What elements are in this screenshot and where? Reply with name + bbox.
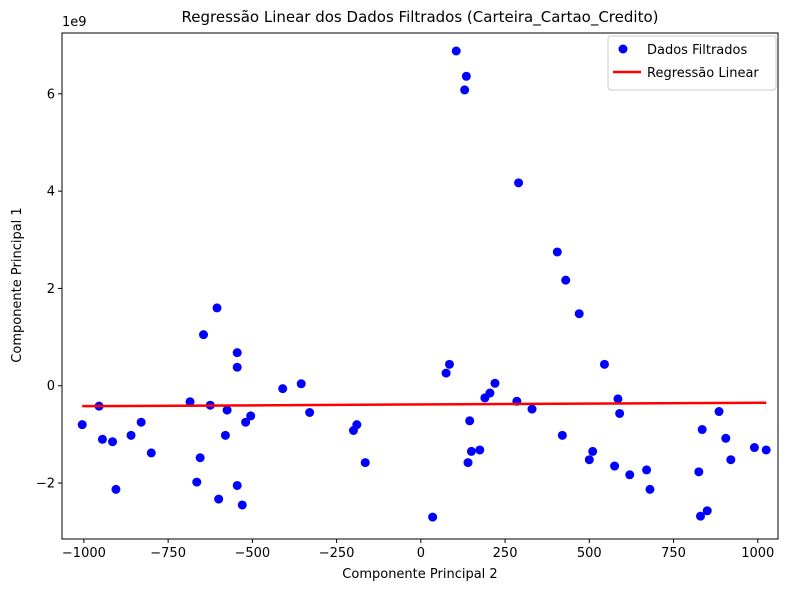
y-axis-label: Componente Principal 1 (10, 207, 25, 362)
scatter-point (694, 467, 704, 477)
chart-title: Regressão Linear dos Dados Filtrados (Ca… (182, 8, 659, 27)
scatter-point (108, 437, 118, 447)
scatter-point (246, 411, 256, 421)
scatter-point (761, 445, 771, 455)
scatter-point (615, 408, 625, 418)
scatter-point (645, 484, 655, 494)
data-marks (77, 46, 771, 522)
x-tick-label: 500 (577, 546, 602, 561)
scatter-point (199, 330, 209, 340)
scatter-point (514, 178, 524, 188)
scatter-point (220, 430, 230, 440)
x-tick-label: 250 (493, 546, 518, 561)
scatter-point (232, 348, 242, 358)
scatter-point (278, 384, 288, 394)
scatter-point (192, 477, 202, 487)
x-tick-label: −750 (150, 546, 186, 561)
y-tick-label: 0 (47, 379, 55, 394)
y-tick-label: 2 (47, 282, 55, 297)
scatter-point (463, 458, 473, 468)
scatter-point (185, 397, 195, 407)
legend-box (607, 35, 777, 91)
scatter-point (360, 458, 370, 468)
y-tick-label: 4 (47, 185, 55, 200)
x-axis-label: Componente Principal 2 (342, 567, 497, 582)
x-tick-label: −1000 (62, 546, 106, 561)
x-tick-label: 0 (417, 546, 425, 561)
scatter-point (613, 394, 623, 404)
x-tick-label: 750 (661, 546, 686, 561)
scatter-point (588, 446, 598, 456)
scatter-point (77, 420, 87, 430)
scatter-point (212, 303, 222, 313)
scatter-point (726, 455, 736, 465)
scatter-point (721, 433, 731, 443)
scatter-point (642, 465, 652, 475)
scatter-point (466, 446, 476, 456)
scatter-point (697, 425, 707, 435)
legend-marker-scatter (618, 44, 628, 54)
scatter-point (485, 388, 495, 398)
scatter-point (441, 368, 451, 378)
legend-label-scatter: Dados Filtrados (647, 43, 747, 58)
scatter-point (428, 512, 438, 522)
scatter-point (490, 378, 500, 388)
legend: Dados Filtrados Regressão Linear (607, 35, 777, 91)
regression-line (82, 401, 767, 408)
scatter-point (557, 430, 567, 440)
scatter-point (232, 480, 242, 490)
scatter-point (305, 408, 315, 417)
scatter-point (241, 417, 251, 427)
scatter-point (475, 445, 485, 455)
scatter-point (625, 470, 635, 480)
scatter-point (214, 494, 224, 504)
scatter-point (584, 455, 594, 465)
scatter-point (136, 417, 146, 427)
x-tick-label: −500 (235, 546, 271, 561)
y-tick-label: 6 (47, 87, 55, 102)
scatter-point (126, 430, 136, 440)
scatter-point (527, 404, 537, 414)
plot-frame (61, 32, 779, 540)
scatter-point (714, 407, 724, 417)
scatter-point (749, 443, 759, 453)
scatter-point (460, 85, 470, 95)
scatter-point (552, 247, 562, 257)
scatter-point (111, 484, 121, 494)
y-offset-label: 1e9 (62, 15, 87, 30)
x-tick-label: −250 (319, 546, 355, 561)
scatter-point (296, 379, 306, 389)
scatter-point (352, 420, 362, 430)
axes: −1000 −750 −500 −250 0 250 500 750 1000 −2 0 2 4 6 (36, 32, 779, 561)
legend-label-line: Regressão Linear (647, 66, 759, 81)
scatter-point (574, 309, 584, 319)
scatter-point (561, 275, 571, 285)
scatter-point (146, 448, 156, 458)
scatter-point (610, 461, 620, 471)
scatter-point (237, 500, 247, 510)
scatter-point (195, 453, 205, 463)
scatter-point (222, 405, 232, 415)
scatter-point (232, 362, 242, 372)
y-tick-label: −2 (36, 477, 55, 492)
scatter-point (599, 359, 609, 369)
scatter-point (465, 416, 475, 426)
scatter-point (97, 434, 107, 444)
scatter-point (702, 506, 712, 516)
scatter-point (696, 511, 706, 521)
scatter-point (461, 71, 471, 81)
scatter-point (444, 359, 454, 369)
scatter-point (451, 46, 461, 56)
x-tick-label: 1000 (741, 546, 774, 561)
